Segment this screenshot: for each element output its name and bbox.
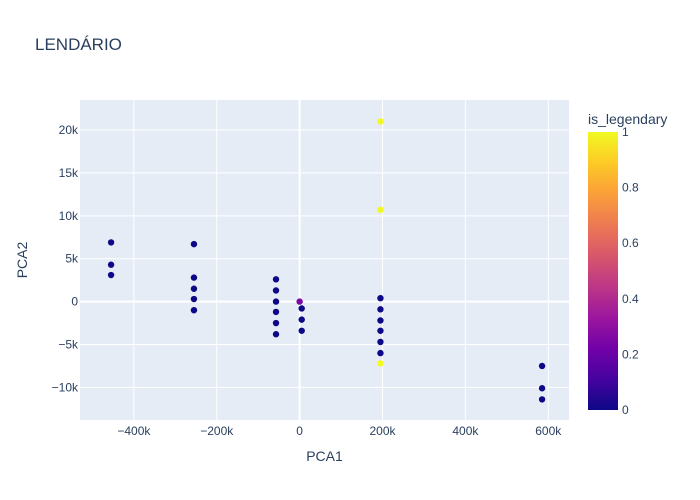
y-tick-label: 10k	[59, 209, 79, 223]
y-tick-label: 0	[71, 295, 78, 309]
data-point	[190, 306, 198, 314]
x-axis-ticks: −400k −200k 0 200k 400k 600k	[117, 424, 562, 438]
y-tick-label: −10k	[52, 380, 79, 394]
plot-area	[80, 100, 569, 420]
data-point	[107, 271, 115, 279]
colorbar-tick-label: 0.4	[622, 292, 639, 306]
colorbar-tick-label: 0.8	[622, 181, 639, 195]
data-point	[296, 298, 303, 305]
y-axis-ticks: −10k −5k 0 5k 10k 15k 20k	[52, 123, 79, 394]
data-point	[377, 317, 384, 324]
data-point	[272, 287, 280, 294]
data-point	[107, 261, 115, 268]
x-tick-label: 600k	[535, 424, 562, 438]
data-point	[272, 331, 280, 338]
x-tick-label: 0	[296, 424, 303, 438]
grid-lines	[80, 100, 569, 420]
data-point	[377, 118, 384, 125]
data-point	[298, 305, 305, 312]
x-axis-label: PCA1	[306, 448, 343, 464]
x-tick-label: 200k	[370, 424, 397, 438]
data-point	[377, 349, 384, 357]
data-point	[538, 396, 546, 403]
data-point	[377, 327, 384, 334]
data-point	[538, 362, 546, 370]
data-point	[298, 327, 305, 334]
colorbar-title: is_legendary	[588, 111, 667, 127]
data-point	[377, 306, 384, 313]
y-tick-label: 15k	[59, 166, 79, 180]
x-tick-label: 400k	[452, 424, 479, 438]
data-point	[190, 274, 198, 281]
colorbar-tick-label: 0	[622, 403, 629, 417]
y-tick-label: 5k	[65, 252, 79, 266]
colorbar	[588, 132, 618, 410]
x-tick-label: −200k	[200, 424, 234, 438]
data-point	[377, 338, 384, 346]
data-point	[190, 285, 198, 292]
colorbar-ticks: 0 0.2 0.4 0.6 0.8 1	[622, 125, 639, 417]
data-point	[272, 298, 280, 305]
data-point	[377, 294, 384, 302]
chart-title: LENDÁRIO	[35, 35, 122, 54]
y-tick-label: 20k	[59, 123, 79, 137]
x-tick-label: −400k	[117, 424, 151, 438]
colorbar-tick-label: 1	[622, 125, 629, 139]
data-points	[107, 118, 546, 403]
data-point	[107, 239, 115, 246]
y-tick-label: −5k	[58, 338, 79, 352]
y-axis-label: PCA2	[14, 242, 30, 279]
colorbar-tick-label: 0.2	[622, 347, 639, 361]
data-point	[272, 276, 280, 283]
data-point	[298, 316, 305, 323]
data-point	[377, 206, 384, 214]
data-point	[272, 319, 280, 327]
data-point	[190, 295, 198, 303]
data-point	[377, 360, 384, 367]
data-point	[190, 240, 198, 248]
data-point	[538, 385, 546, 392]
colorbar-tick-label: 0.6	[622, 236, 639, 250]
data-point	[272, 308, 280, 316]
